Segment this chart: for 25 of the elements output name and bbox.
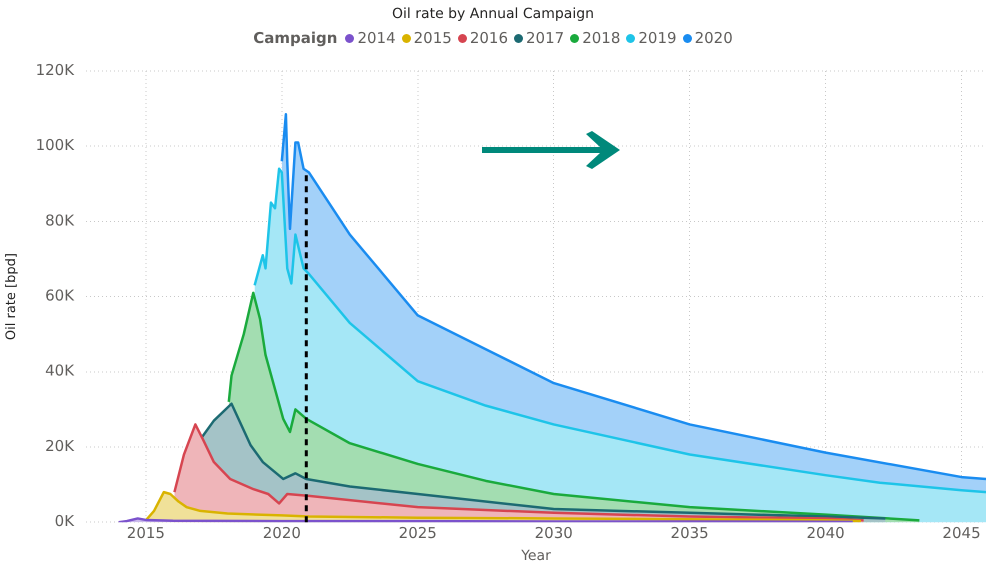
x-tick-label: 2020	[262, 524, 301, 542]
legend-label: 2018	[582, 29, 620, 47]
y-tick-label: 100K	[36, 136, 76, 154]
x-tick-label: 2015	[126, 524, 165, 542]
y-tick-label: 0K	[54, 512, 76, 530]
legend-label: 2016	[470, 29, 508, 47]
y-tick-label: 40K	[45, 362, 76, 380]
y-tick-label: 60K	[45, 286, 76, 304]
x-tick-label: 2035	[670, 524, 709, 542]
legend-label: 2015	[414, 29, 452, 47]
x-tick-label: 2045	[942, 524, 981, 542]
chart-title: Oil rate by Annual Campaign	[391, 6, 595, 24]
x-tick-label: 2025	[398, 524, 437, 542]
x-tick-label: 2030	[534, 524, 573, 542]
legend-label: 2020	[694, 29, 733, 47]
legend-label: 2014	[357, 29, 396, 47]
x-axis-title: Year	[520, 548, 552, 564]
legend-title: Campaign	[253, 29, 338, 47]
y-tick-label: 80K	[45, 211, 76, 230]
legend-label: 2019	[638, 29, 677, 47]
y-tick-label: 20K	[45, 436, 76, 455]
y-tick-label: 120K	[36, 60, 76, 79]
x-tick-label: 2040	[806, 524, 845, 542]
legend-label: 2017	[526, 29, 564, 47]
y-axis-title: Oil rate [bpd]	[4, 253, 20, 340]
